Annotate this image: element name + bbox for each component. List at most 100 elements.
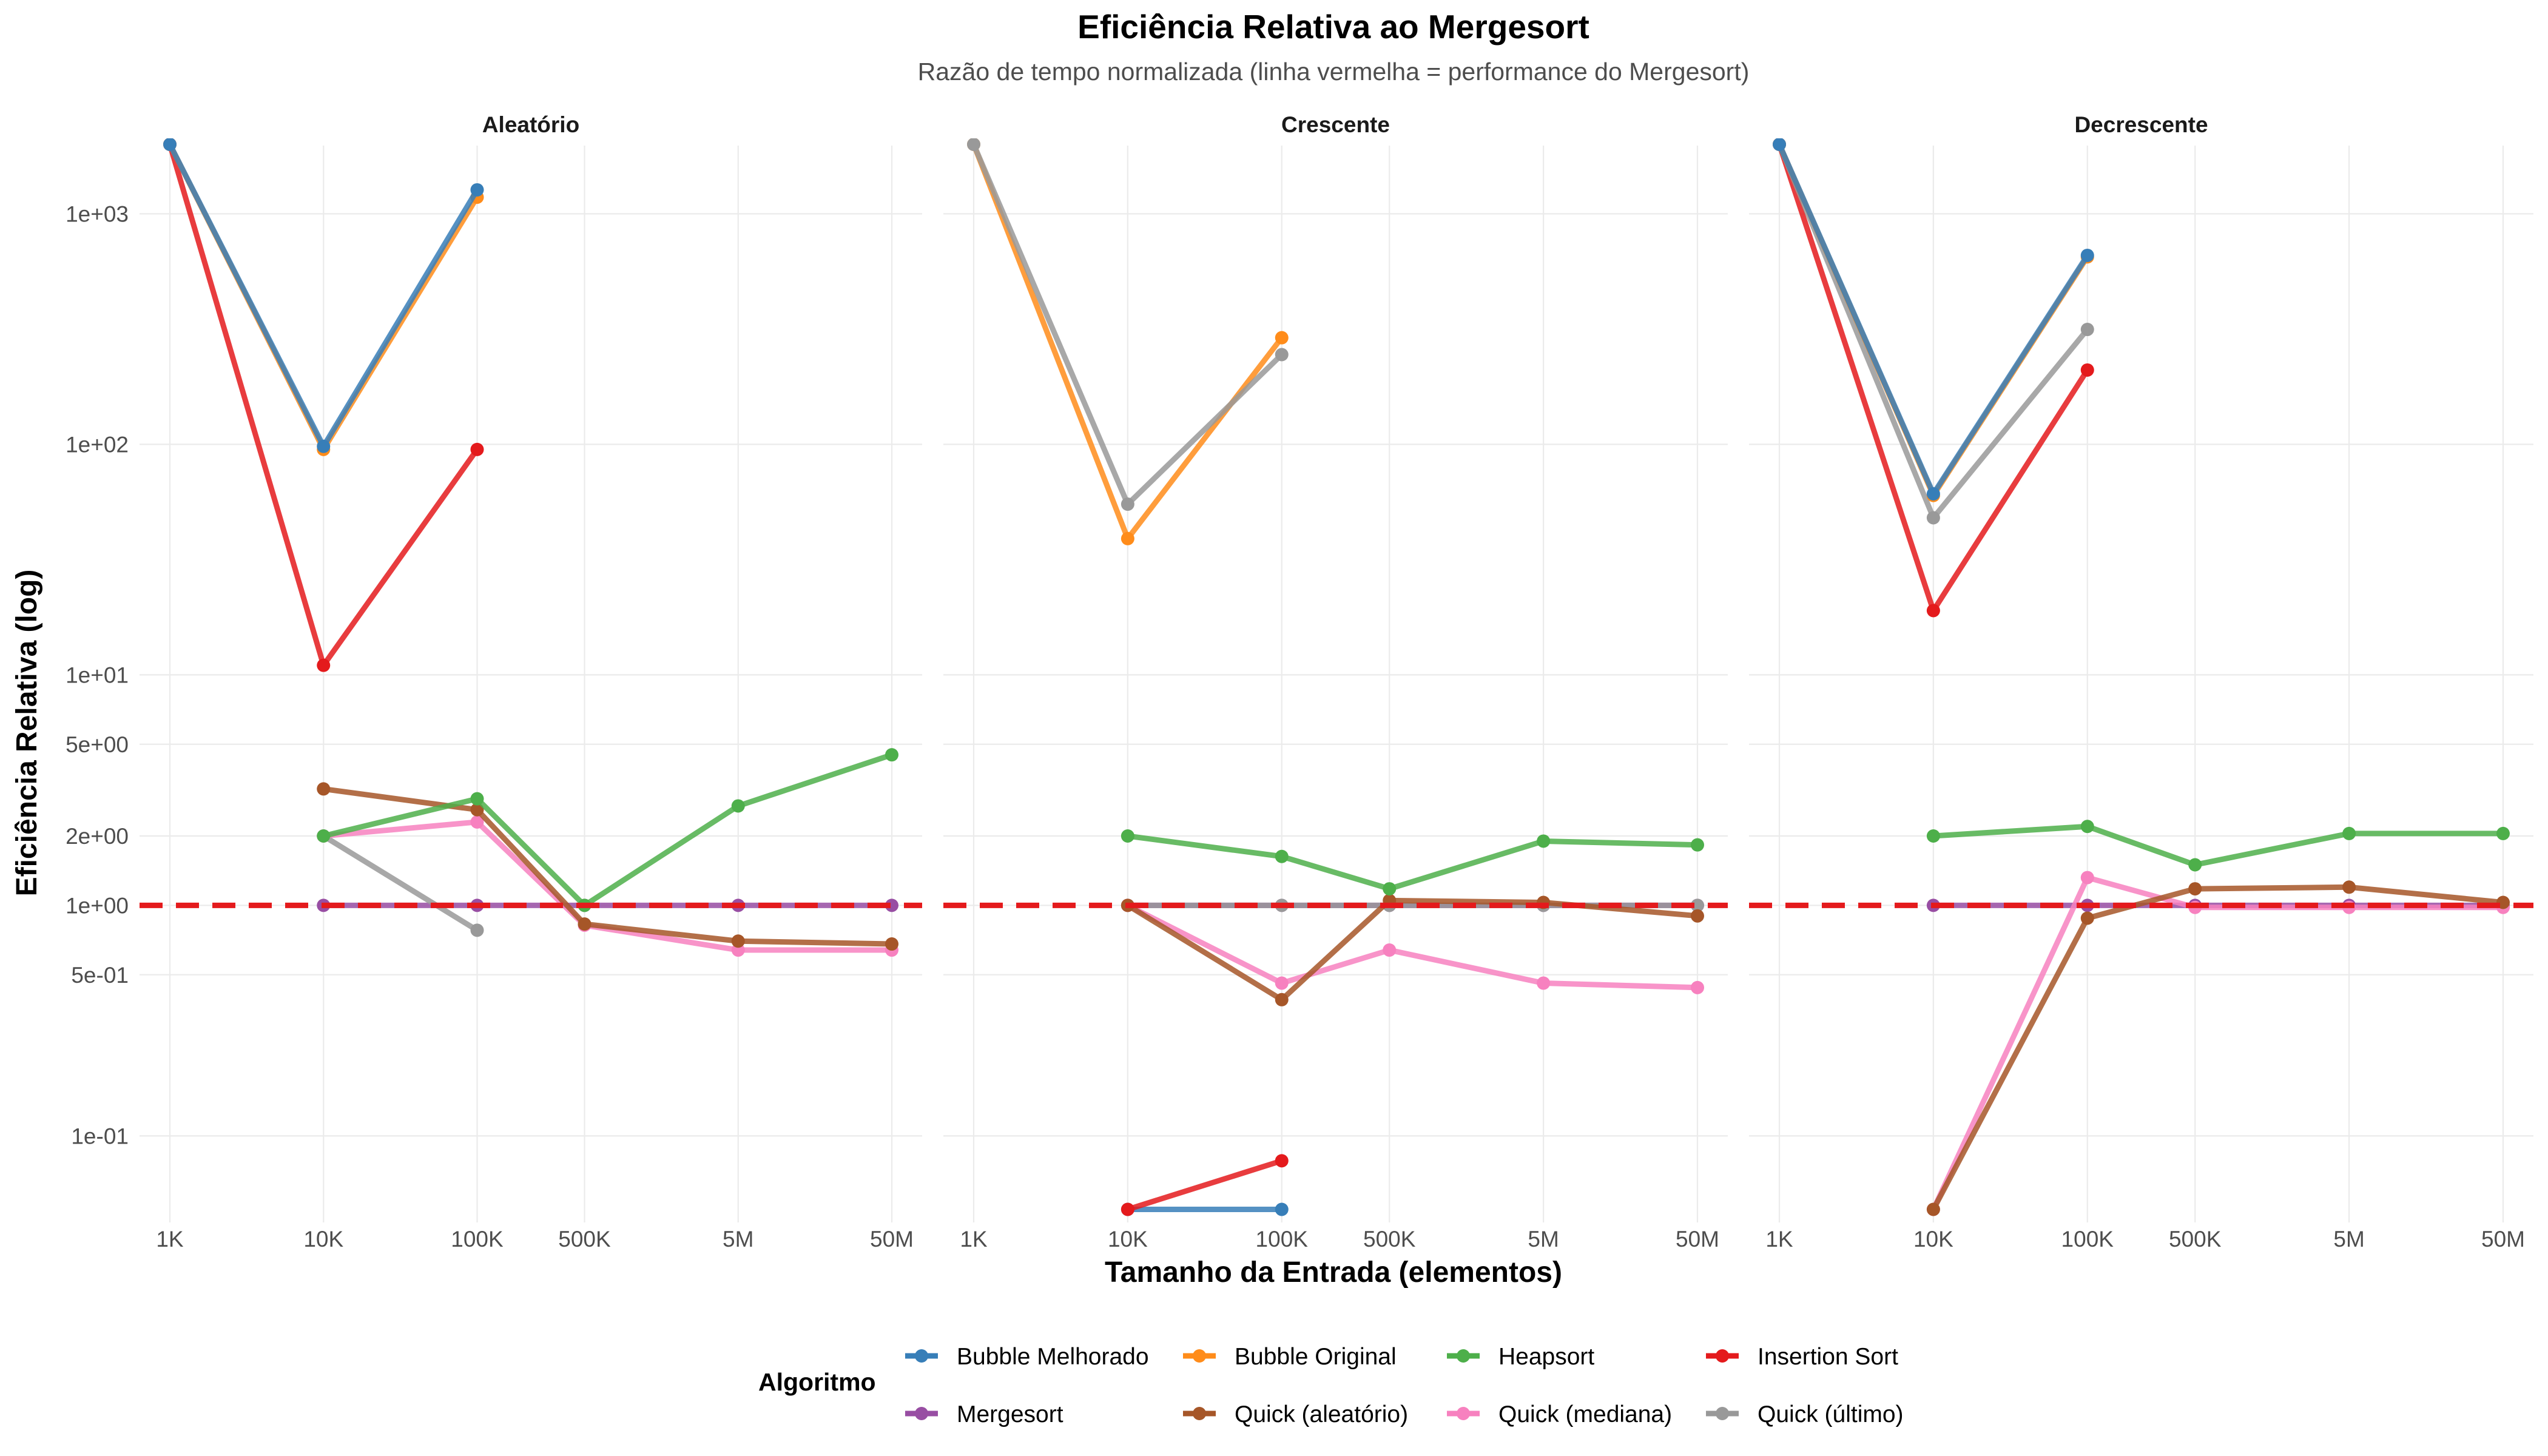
data-point-quick-aleatorio bbox=[2080, 911, 2094, 925]
data-point-bubble-melhorado bbox=[1275, 1202, 1289, 1216]
series-group bbox=[1773, 138, 2510, 1216]
x-axis-title: Tamanho da Entrada (elementos) bbox=[1105, 1256, 1562, 1289]
data-point-quick-mediana bbox=[1383, 943, 1397, 957]
data-point-quick-mediana bbox=[2080, 871, 2094, 885]
legend-label: Quick (mediana) bbox=[1498, 1401, 1672, 1427]
panel-title: Crescente bbox=[1281, 112, 1390, 137]
x-tick-label: 500K bbox=[2169, 1227, 2222, 1252]
data-point-bubble-original bbox=[1121, 531, 1134, 545]
data-point-heapsort bbox=[731, 799, 745, 813]
y-tick-label: 1e-01 bbox=[71, 1124, 129, 1148]
y-tick-label: 1e+00 bbox=[66, 893, 129, 918]
data-point-quick-mediana bbox=[1537, 976, 1551, 990]
legend-swatch-point bbox=[1193, 1349, 1206, 1363]
legend-item-mergesort: Mergesort bbox=[905, 1401, 1063, 1427]
series-line-insertion-sort bbox=[1125, 1158, 1285, 1213]
legend-title: Algoritmo bbox=[758, 1368, 876, 1396]
data-point-insertion-sort bbox=[1926, 604, 1940, 618]
series-line-heapsort bbox=[1930, 823, 2506, 868]
chart-title: Eficiência Relativa ao Mergesort bbox=[1077, 8, 1589, 46]
data-point-heapsort bbox=[1383, 882, 1397, 896]
y-tick-label: 2e+00 bbox=[66, 824, 129, 849]
data-point-quick-mediana bbox=[1275, 976, 1289, 990]
data-point-insertion-sort bbox=[1275, 1154, 1289, 1168]
data-point-quick-mediana bbox=[1691, 980, 1704, 994]
data-point-heapsort bbox=[1691, 838, 1704, 852]
legend-label: Quick (último) bbox=[1758, 1401, 1904, 1427]
legend-swatch-point bbox=[1193, 1407, 1206, 1420]
data-point-heapsort bbox=[2188, 858, 2202, 872]
data-point-quick-ultimo bbox=[1275, 348, 1289, 362]
x-tick-label: 10K bbox=[1913, 1227, 1953, 1252]
legend-swatch-point bbox=[1716, 1407, 1729, 1420]
series-line-heapsort bbox=[1125, 833, 1700, 892]
data-point-quick-aleatorio bbox=[470, 803, 484, 817]
y-tick-label: 1e+01 bbox=[66, 662, 129, 687]
gridlines bbox=[1749, 146, 2533, 1222]
panel-title: Aleatório bbox=[482, 112, 579, 137]
y-axis-title: Eficiência Relativa (log) bbox=[11, 570, 43, 897]
data-point-quick-mediana bbox=[470, 815, 484, 829]
series-line-quick-aleatorio bbox=[320, 786, 895, 947]
legend-swatch-point bbox=[915, 1349, 928, 1363]
legend-item-heapsort: Heapsort bbox=[1447, 1344, 1594, 1370]
data-point-quick-ultimo bbox=[967, 138, 980, 151]
data-point-quick-aleatorio bbox=[731, 934, 745, 948]
legend-item-quick-mediana: Quick (mediana) bbox=[1447, 1401, 1672, 1427]
data-point-quick-aleatorio bbox=[2188, 882, 2202, 896]
x-tick-label: 10K bbox=[303, 1227, 343, 1252]
data-point-heapsort bbox=[2342, 826, 2356, 840]
x-tick-label: 100K bbox=[1256, 1227, 1309, 1252]
x-tick-label: 500K bbox=[558, 1227, 611, 1252]
x-tick-label: 100K bbox=[451, 1227, 504, 1252]
data-point-heapsort bbox=[2496, 826, 2510, 840]
x-tick-label: 50M bbox=[870, 1227, 914, 1252]
legend-item-bubble-original: Bubble Original bbox=[1183, 1344, 1397, 1370]
panel-title: Decrescente bbox=[2074, 112, 2208, 137]
data-point-heapsort bbox=[317, 829, 331, 843]
x-tick-label: 50M bbox=[1676, 1227, 1719, 1252]
data-point-quick-aleatorio bbox=[1926, 1202, 1940, 1216]
data-point-bubble-original bbox=[1275, 331, 1289, 345]
data-point-heapsort bbox=[1537, 834, 1551, 848]
data-point-insertion-sort bbox=[1121, 1202, 1134, 1216]
x-tick-label: 50M bbox=[2481, 1227, 2525, 1252]
panel-decrescente: Decrescente 1K 10K 100K 500K 5M 50M bbox=[1749, 112, 2533, 1252]
legend-label: Heapsort bbox=[1498, 1344, 1594, 1370]
legend-swatch-point bbox=[1457, 1407, 1470, 1420]
data-point-insertion-sort bbox=[470, 442, 484, 456]
data-point-quick-aleatorio bbox=[1691, 909, 1704, 923]
data-point-quick-ultimo bbox=[470, 923, 484, 937]
data-point-quick-aleatorio bbox=[1275, 993, 1289, 1006]
legend-label: Quick (aleatório) bbox=[1235, 1401, 1408, 1427]
legend-swatch-point bbox=[915, 1407, 928, 1420]
x-tick-label: 1K bbox=[1765, 1227, 1793, 1252]
data-point-heapsort bbox=[1121, 829, 1134, 843]
series-line-quick-aleatorio bbox=[1930, 884, 2506, 1213]
panels: Aleatório 1e+03 1e+02 1e+01 5e+00 2e+00 1e+00 5… bbox=[66, 112, 2533, 1252]
data-point-bubble-melhorado bbox=[470, 183, 484, 197]
legend: Algoritmo Bubble Melhorado Bubble Origina… bbox=[758, 1344, 1904, 1427]
chart-subtitle: Razão de tempo normalizada (linha vermel… bbox=[918, 58, 1750, 86]
legend-swatch-point bbox=[1457, 1349, 1470, 1363]
legend-label: Mergesort bbox=[957, 1401, 1063, 1427]
panel-crescente: Crescente 1K 10K 100K 500K 5M 50M bbox=[943, 112, 1728, 1252]
x-tick-label: 1K bbox=[156, 1227, 184, 1252]
legend-label: Bubble Original bbox=[1235, 1344, 1397, 1370]
y-tick-label: 5e-01 bbox=[71, 963, 129, 988]
x-tick-label: 1K bbox=[960, 1227, 988, 1252]
series-line-quick-ultimo bbox=[320, 833, 480, 933]
legend-items: Bubble Melhorado Bubble Original Heapsort I… bbox=[905, 1344, 1904, 1427]
data-point-heapsort bbox=[885, 748, 898, 762]
data-point-heapsort bbox=[1926, 829, 1940, 843]
data-point-quick-aleatorio bbox=[317, 782, 331, 796]
legend-label: Insertion Sort bbox=[1758, 1344, 1898, 1370]
data-point-quick-aleatorio bbox=[885, 937, 898, 951]
y-tick-label: 1e+02 bbox=[66, 432, 129, 457]
data-point-bubble-melhorado bbox=[163, 138, 177, 151]
y-tick-label: 5e+00 bbox=[66, 732, 129, 757]
data-point-quick-ultimo bbox=[2080, 323, 2094, 337]
data-point-quick-aleatorio bbox=[578, 917, 592, 931]
y-tick-label: 1e+03 bbox=[66, 201, 129, 226]
gridlines bbox=[140, 146, 922, 1222]
